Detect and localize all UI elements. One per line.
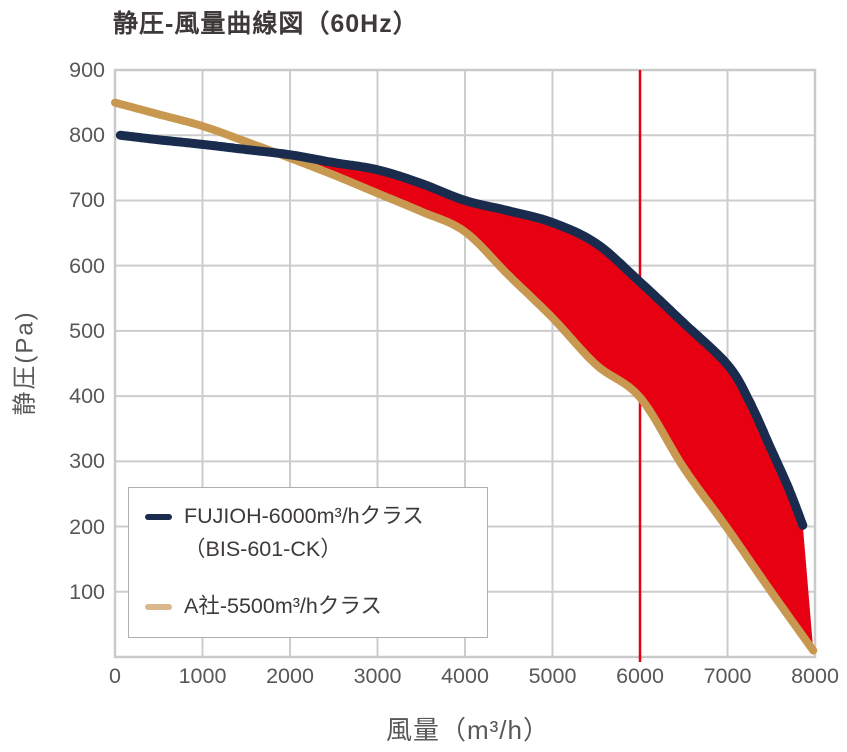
x-tick-label: 3000: [353, 664, 402, 688]
x-tick-label: 5000: [528, 664, 577, 688]
legend-entry-fujioh-model: （BIS-601-CK）: [184, 533, 471, 566]
x-tick-label: 7000: [703, 664, 752, 688]
x-tick-label: 4000: [441, 664, 489, 688]
legend-entry-a-company: A社-5500m³/hクラス: [145, 590, 471, 623]
y-tick-label: 800: [69, 123, 105, 148]
x-tick-label: 0: [109, 664, 121, 688]
a-company-line-swatch-icon: [145, 603, 172, 610]
x-tick-label: 6000: [616, 664, 664, 688]
a-company-curve: [111, 98, 818, 655]
x-tick-label: 2000: [266, 664, 314, 688]
y-tick-label: 700: [69, 188, 105, 213]
plot-frame: [113, 68, 817, 659]
y-tick-label: 200: [69, 514, 105, 539]
x-axis-title: 風量（m³/h）: [385, 715, 551, 745]
chart-title: 静圧-風量曲線図（60Hz）: [113, 10, 419, 38]
x-tick-label: 8000: [791, 664, 839, 688]
legend-label-fujioh: FUJIOH-6000m³/hクラス: [184, 504, 424, 528]
y-axis-title: 静圧(Pa): [11, 310, 39, 416]
x-tick-label: 1000: [178, 664, 227, 688]
y-tick-label: 300: [69, 449, 105, 474]
legend-box: FUJIOH-6000m³/hクラス （BIS-601-CK） A社-5500m…: [128, 487, 488, 638]
legend-entry-fujioh: FUJIOH-6000m³/hクラス: [145, 500, 471, 533]
fujioh-curve: [115, 130, 808, 530]
y-tick-label: 100: [69, 579, 105, 604]
y-tick-label: 900: [69, 58, 105, 82]
y-tick-label: 600: [69, 253, 105, 278]
legend-label-fujioh-model: （BIS-601-CK）: [184, 537, 342, 561]
y-tick-label: 500: [69, 318, 105, 343]
legend-label-a-company: A社-5500m³/hクラス: [184, 594, 382, 618]
performance-advantage-fill: [277, 153, 814, 651]
fujioh-line-swatch-icon: [145, 513, 172, 520]
y-tick-label: 400: [69, 384, 105, 409]
